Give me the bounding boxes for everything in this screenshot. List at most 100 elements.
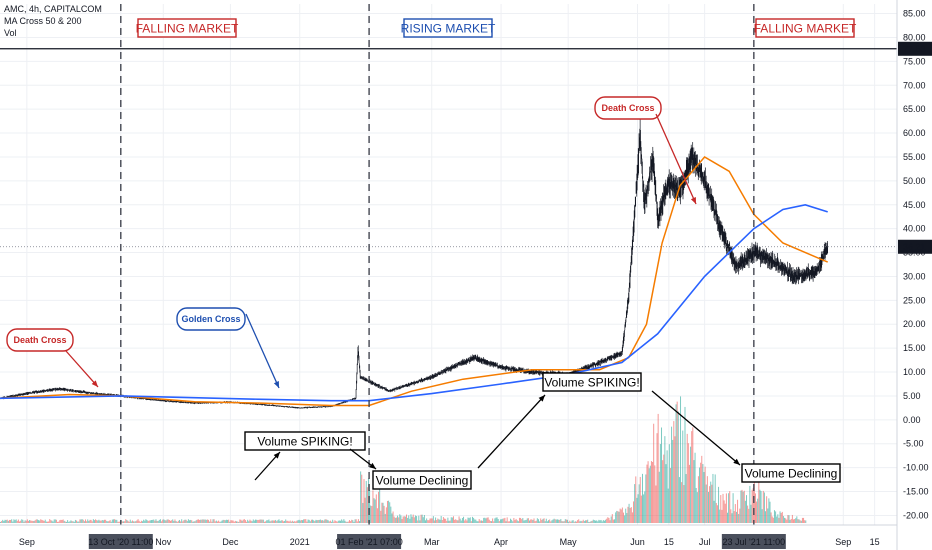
volume-bar [419,520,421,523]
volume-bar [320,520,322,523]
volume-bar [669,468,671,523]
volume-bar [693,460,695,523]
x-marker-badge [337,534,402,549]
volume-bar [52,521,54,523]
volume-bar [495,517,497,523]
region-falling-2-box [755,18,855,38]
volume-bar [289,520,291,523]
volume-bar [231,520,233,523]
volume-bar [683,485,685,523]
volume-bar [44,519,46,523]
volume-bar [407,517,409,523]
volume-bar [734,504,736,523]
x-tick-label: Jun [630,537,645,547]
volume-bar [602,520,604,523]
volume-bar [404,516,406,523]
volume-bar [797,519,799,523]
region-rising-label: RISING MARKET [401,21,496,35]
volume-bar [258,519,260,523]
volume-bar [437,518,439,523]
volume-bar [92,519,94,523]
volume-bar [667,488,669,523]
volume-bar [616,510,618,523]
volume-bar [622,512,624,523]
volume-bar [221,520,223,523]
volume-bar [533,518,535,523]
volume-bar [210,519,212,523]
volume-note-arrow-4 [651,390,741,466]
volume-bar [666,450,668,523]
volume-bar [107,521,109,523]
volume-bar [318,519,320,523]
volume-bar [301,520,303,523]
volume-bar [750,504,752,523]
y-tick-label: 85.00 [903,9,926,19]
volume-bar [531,519,533,523]
volume-bar [507,521,509,523]
volume-bar [268,519,270,523]
volume-bar [757,498,759,523]
y-tick-label: 20.00 [903,319,926,329]
volume-bar [99,520,101,523]
volume-bar [506,517,508,523]
volume-bar [544,521,546,523]
y-tick-label: 55.00 [903,152,926,162]
volume-bar [804,520,806,523]
volume-bar [470,521,472,523]
volume-bar [521,519,523,523]
volume-bar [335,521,337,523]
volume-bar [328,521,330,523]
volume-bar [166,519,168,523]
volume-bar [412,514,414,523]
volume-bar [48,521,50,523]
volume-bar [402,516,404,523]
volume-bar [578,519,580,523]
death-cross-callout-2-label: Death Cross [601,103,654,113]
volume-bar [184,519,186,523]
volume-bar [393,516,395,523]
volume-bar [704,466,706,523]
volume-bar [121,521,123,523]
volume-bar [142,521,144,523]
volume-bar [261,519,263,523]
volume-bar [690,446,692,523]
volume-bar [550,521,552,523]
chart-header: AMC, 4h, CAPITALCOM MA Cross 50 & 200 Vo… [4,4,102,38]
volume-bar [322,520,324,523]
volume-bar [514,520,516,523]
volume-bar [513,517,515,523]
volume-bar [639,476,641,523]
volume-bar [615,512,617,523]
volume-bar [572,520,574,523]
volume-bar [204,519,206,523]
volume-bar [202,519,204,523]
volume-bar [105,519,107,523]
volume-bar [587,519,589,523]
volume-bar [629,507,631,523]
volume-bar [545,518,547,523]
volume-bar [677,411,679,523]
volume-bar [336,521,338,523]
volume-bar [49,519,51,523]
volume-bar [343,519,345,523]
volume-bar [487,517,489,523]
volume-bar [39,520,41,523]
y-tick-label: -15.00 [903,487,929,497]
volume-bar [211,521,213,523]
volume-bar [655,485,657,523]
volume-bar [388,500,390,523]
volume-bar [522,518,524,523]
volume-bar [354,519,356,523]
volume-bar [640,495,642,523]
volume-bar [433,520,435,523]
volume-bar [165,520,167,523]
x-tick-label: May [560,537,578,547]
volume-bar [685,474,687,523]
volume-bar [446,520,448,523]
volume-bar [126,520,128,523]
x-marker-badge [721,534,786,549]
volume-bar [201,519,203,523]
volume-bar [759,489,761,523]
volume-bar [747,505,749,523]
